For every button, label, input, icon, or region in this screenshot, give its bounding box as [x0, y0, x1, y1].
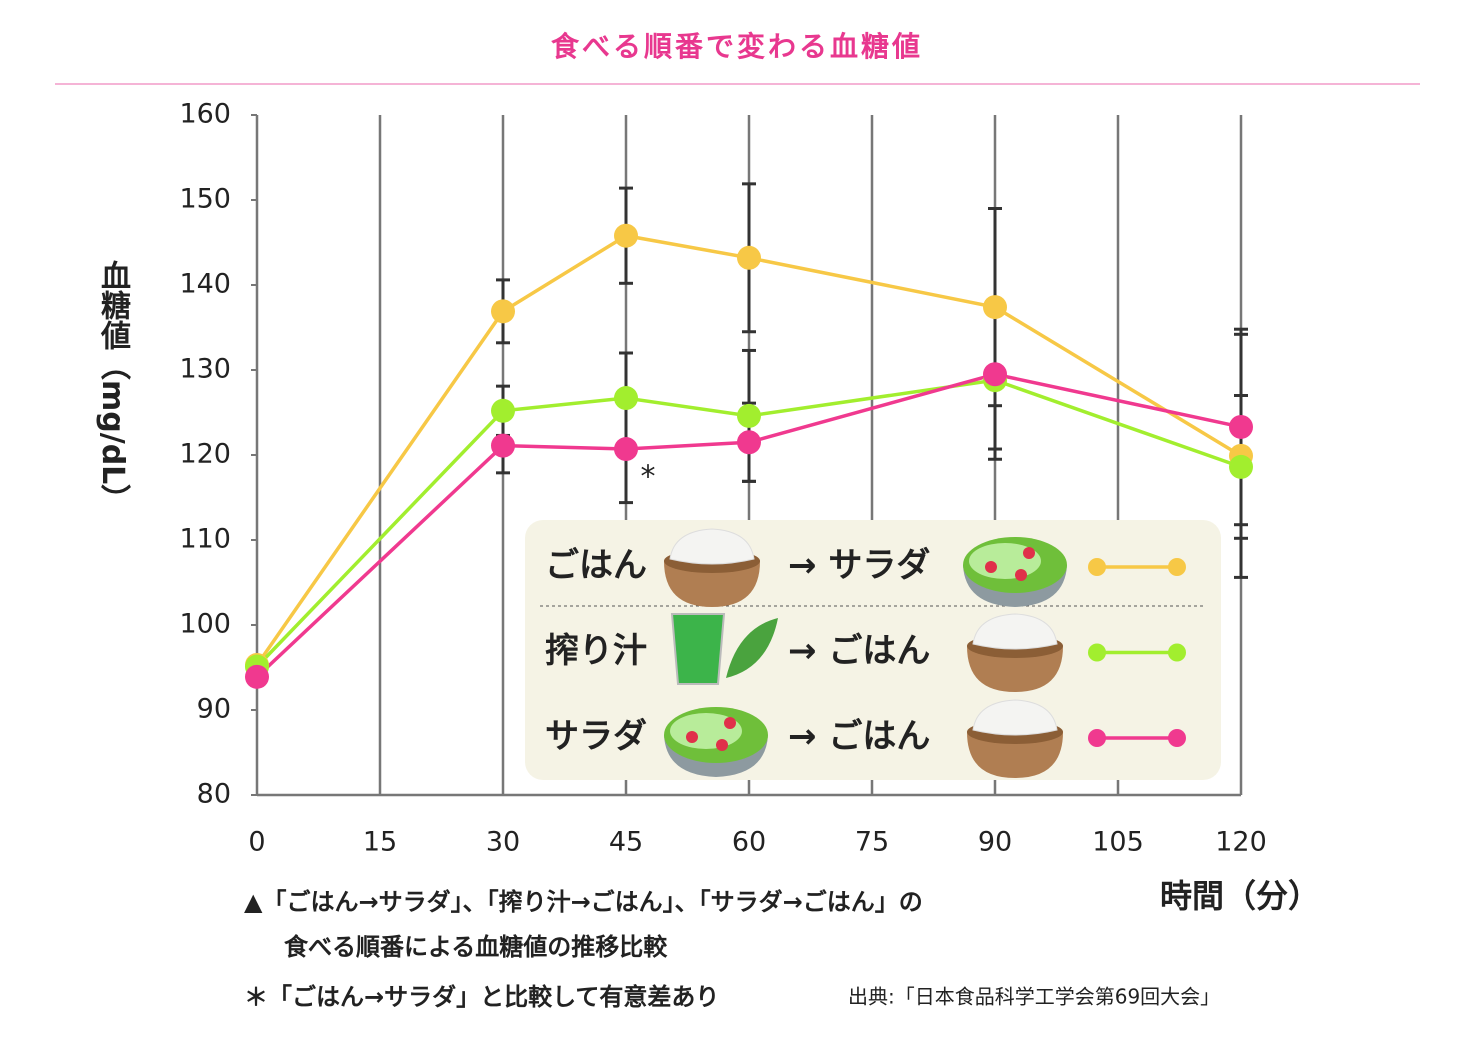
y-tick-label: 90 [197, 694, 231, 725]
x-tick-label: 60 [732, 827, 766, 858]
point [614, 223, 638, 248]
legend-label: → ごはん [788, 717, 930, 757]
legend-label: ごはん [545, 546, 647, 586]
legend-label: 搾り汁 [545, 631, 647, 671]
point [737, 245, 761, 270]
rice-icon [966, 699, 1064, 779]
y-axis-label: 血糖値（mg/dL） [95, 260, 130, 515]
point [614, 437, 638, 462]
source: 出典:「日本食品科学工学会第69回大会」 [848, 985, 1220, 1009]
note: ＊「ごはん→サラダ」と比較して有意差あり [244, 983, 719, 1011]
y-tick-label: 80 [197, 779, 231, 810]
point [1229, 454, 1253, 479]
legend-swatch [1168, 558, 1186, 576]
salad-icon [963, 537, 1067, 607]
point [491, 433, 515, 458]
point [737, 403, 761, 428]
point [983, 295, 1007, 320]
legend-label: → サラダ [788, 546, 930, 586]
x-tick-label: 120 [1215, 827, 1267, 858]
x-tick-label: 30 [486, 827, 520, 858]
legend-swatch [1088, 558, 1106, 576]
x-axis-label: 時間（分） [1160, 877, 1320, 915]
lines: * [245, 223, 1253, 689]
legend-swatch [1168, 729, 1186, 747]
legend-label: → ごはん [788, 631, 930, 671]
y-axis-label-wrap: 血糖値（mg/dL） [95, 260, 130, 515]
rice-icon [966, 613, 1064, 693]
x-tick-label: 15 [363, 827, 397, 858]
point [983, 362, 1007, 387]
series-line [255, 233, 1242, 666]
note: 食べる順番による血糖値の推移比較 [284, 933, 668, 961]
legend-label: サラダ [545, 717, 647, 757]
x-tick-label: 45 [609, 827, 643, 858]
y-tick-label: 110 [179, 524, 231, 555]
rice-icon [663, 528, 761, 608]
annotation: * [641, 460, 656, 495]
point [1229, 414, 1253, 439]
y-tick-label: 160 [179, 99, 231, 130]
x-tick-label: 0 [248, 827, 265, 858]
note: ▲「ごはん→サラダ」、「搾り汁→ごはん」、「サラダ→ごはん」の [244, 888, 923, 916]
y-tick-label: 130 [179, 354, 231, 385]
legend-swatch [1088, 643, 1106, 662]
y-tick-label: 120 [179, 439, 231, 470]
x-tick-label: 75 [855, 827, 889, 858]
y-tick-label: 100 [179, 609, 231, 640]
x-tick-label: 105 [1092, 827, 1144, 858]
legend-swatch [1168, 643, 1186, 662]
point [491, 299, 515, 324]
series-line [255, 378, 1242, 668]
y-tick-label: 150 [179, 184, 231, 215]
chart-title: 食べる順番で変わる血糖値 [551, 30, 923, 63]
salad-icon [664, 707, 768, 777]
y-tick-label: 140 [179, 269, 231, 300]
point [491, 398, 515, 423]
series-line [255, 372, 1242, 679]
point [737, 430, 761, 455]
point [614, 386, 638, 411]
legend-swatch [1088, 729, 1106, 747]
x-tick-label: 90 [978, 827, 1012, 858]
point [245, 664, 269, 689]
